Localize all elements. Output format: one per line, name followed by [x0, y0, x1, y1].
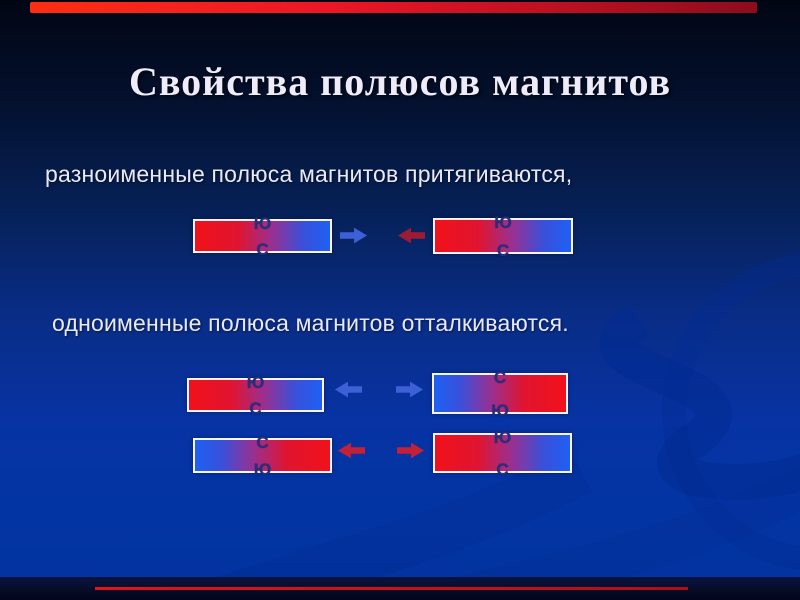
pole-label-north: С	[496, 241, 510, 260]
pole-label-south: Ю	[253, 214, 272, 233]
magnet-repel2-left: С Ю	[193, 433, 332, 478]
magnet-attract-left: Ю С	[193, 214, 332, 258]
pole-label-north: С	[256, 240, 269, 259]
arrow-left-icon	[338, 442, 365, 459]
pole-label-south: Ю	[246, 373, 265, 392]
magnet-repel2-right: Ю С	[433, 428, 572, 478]
pole-label-south: Ю	[493, 428, 512, 447]
bottom-footer-band	[0, 577, 800, 600]
arrow-right-icon	[396, 381, 423, 398]
magnet-attract-right: Ю С	[433, 213, 573, 259]
footer-accent-line	[95, 587, 688, 590]
magnet-repel1-left: Ю С	[187, 373, 324, 417]
slide-title: Свойства полюсов магнитов	[128, 59, 672, 104]
arrow-right-icon	[397, 442, 424, 459]
top-accent-bar	[30, 2, 757, 13]
arrow-left-icon	[398, 227, 425, 244]
pole-label-north: С	[249, 399, 262, 418]
pole-label-south: Ю	[494, 213, 512, 232]
arrow-right-icon	[340, 227, 367, 244]
pole-label-south: Ю	[253, 460, 272, 479]
arrow-left-icon	[335, 381, 362, 398]
pole-label-north: С	[256, 433, 269, 452]
statement-repel: одноименные полюса магнитов отталкиваютс…	[52, 310, 569, 336]
pole-label-north: С	[496, 460, 509, 479]
magnet-repel1-right: С Ю	[432, 368, 568, 419]
statement-attract: разноименные полюса магнитов притягивают…	[45, 161, 573, 187]
pole-label-south: Ю	[491, 401, 509, 420]
pole-label-north: С	[493, 368, 507, 387]
